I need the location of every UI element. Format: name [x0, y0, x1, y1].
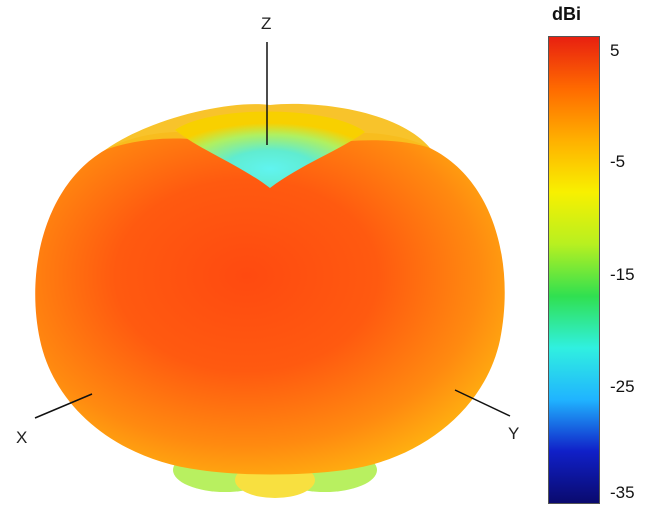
y-axis-line — [454, 389, 511, 417]
colorbar-tick: -15 — [610, 265, 635, 284]
colorbar-tick: -25 — [610, 377, 635, 396]
z-axis-label: Z — [261, 14, 272, 33]
y-axis-label: Y — [508, 424, 520, 443]
colorbar-unit: dBi — [552, 4, 581, 24]
colorbar-tick: -5 — [610, 152, 626, 171]
x-axis-label: X — [16, 428, 28, 447]
colorbar — [548, 36, 600, 504]
x-axis-line — [34, 393, 93, 419]
pattern-body — [35, 131, 505, 475]
colorbar-tick: -35 — [610, 483, 635, 502]
colorbar-tick: 5 — [610, 41, 620, 60]
pattern-null — [175, 111, 365, 188]
